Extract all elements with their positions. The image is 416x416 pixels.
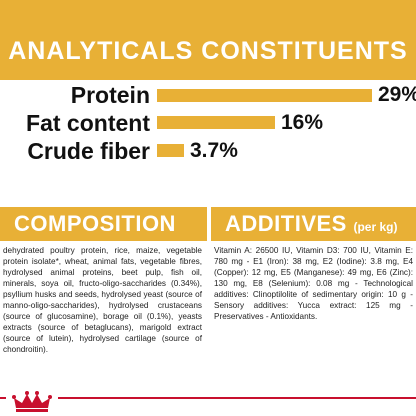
composition-header: COMPOSITION — [0, 207, 207, 241]
fat-bar — [157, 116, 275, 129]
protein-label: Protein — [70, 82, 150, 108]
composition-title: COMPOSITION — [14, 211, 176, 236]
footer-line — [0, 397, 416, 399]
composition-text: dehydrated poultry protein, rice, maize,… — [3, 246, 202, 354]
page-title: ANALYTICALS CONSTITUENTS — [8, 37, 408, 65]
additives-title: ADDITIVES — [225, 211, 347, 236]
additives-text: Vitamin A: 26500 IU, Vitamin D3: 700 IU,… — [214, 246, 413, 321]
fiber-label: Crude fiber — [27, 138, 150, 164]
fiber-value: 3.7% — [190, 139, 238, 162]
crown-logo-icon — [6, 391, 58, 416]
title-band: ANALYTICALS CONSTITUENTS — [0, 0, 416, 80]
protein-value: 29% — [378, 83, 416, 106]
fat-value: 16% — [281, 111, 324, 134]
fat-label: Fat content — [26, 110, 150, 136]
fiber-bar — [157, 144, 184, 157]
protein-bar — [157, 89, 372, 102]
additives-unit: (per kg) — [353, 220, 398, 234]
additives-title-line: ADDITIVES (per kg) — [225, 210, 398, 241]
additives-header: ADDITIVES (per kg) — [211, 207, 416, 241]
